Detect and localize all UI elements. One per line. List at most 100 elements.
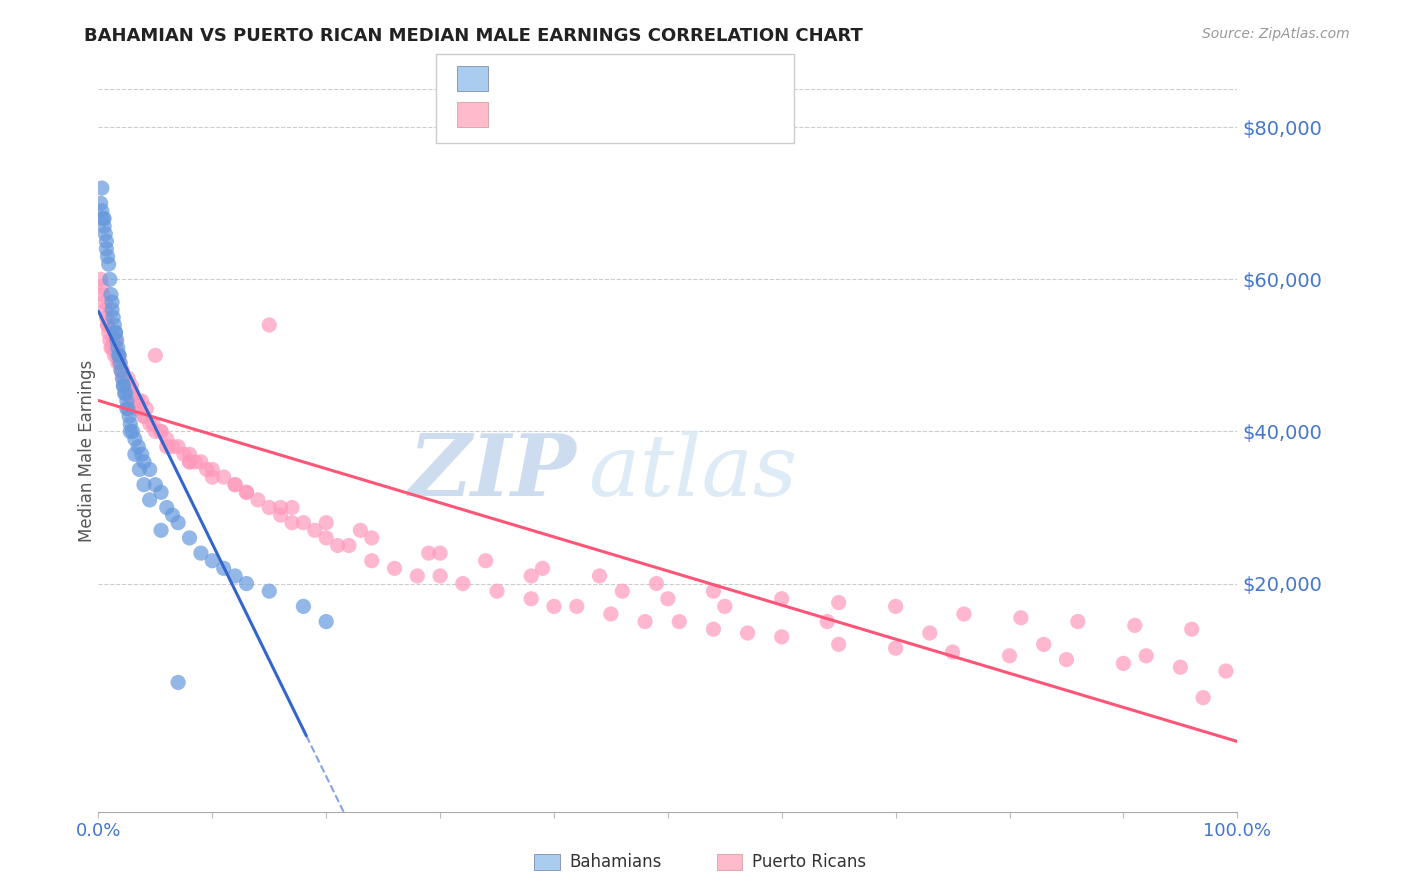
Point bbox=[531, 561, 554, 575]
Point bbox=[315, 531, 337, 545]
Point bbox=[429, 569, 451, 583]
Point bbox=[702, 622, 724, 636]
Text: 134: 134 bbox=[634, 105, 672, 123]
Point bbox=[101, 295, 124, 310]
Point bbox=[201, 462, 224, 476]
Point bbox=[103, 318, 125, 332]
Point bbox=[1135, 648, 1157, 663]
Point bbox=[486, 584, 509, 599]
Point bbox=[167, 440, 190, 454]
Point bbox=[349, 524, 371, 538]
Point bbox=[110, 363, 132, 377]
Point bbox=[224, 477, 246, 491]
Point bbox=[201, 470, 224, 484]
Point bbox=[101, 302, 124, 317]
Point bbox=[150, 425, 173, 439]
Point bbox=[127, 394, 149, 409]
Point bbox=[167, 516, 190, 530]
Point bbox=[104, 326, 127, 340]
Point bbox=[93, 211, 115, 226]
Point bbox=[96, 318, 118, 332]
Point bbox=[884, 599, 907, 614]
Point bbox=[117, 401, 139, 416]
Point bbox=[108, 348, 131, 362]
Point bbox=[281, 500, 304, 515]
Point bbox=[132, 477, 155, 491]
Point bbox=[96, 318, 118, 332]
Point bbox=[114, 379, 136, 393]
Point bbox=[96, 235, 118, 249]
Point bbox=[235, 576, 257, 591]
Point bbox=[131, 447, 153, 461]
Text: N =: N = bbox=[600, 70, 640, 87]
Point bbox=[90, 280, 112, 294]
Point bbox=[474, 554, 496, 568]
Point bbox=[406, 569, 429, 583]
Point bbox=[259, 318, 281, 332]
Point bbox=[292, 599, 315, 614]
Point bbox=[94, 302, 117, 317]
Point bbox=[702, 584, 724, 599]
Point bbox=[90, 272, 112, 286]
Point bbox=[224, 477, 246, 491]
Point bbox=[114, 386, 136, 401]
Point bbox=[612, 584, 634, 599]
Point bbox=[112, 379, 135, 393]
Point bbox=[270, 508, 292, 522]
Point bbox=[121, 386, 143, 401]
Point bbox=[110, 363, 132, 377]
Point bbox=[360, 531, 382, 545]
Point bbox=[315, 615, 337, 629]
Point bbox=[235, 485, 257, 500]
Point bbox=[998, 648, 1021, 663]
Point bbox=[101, 341, 124, 355]
Point bbox=[103, 348, 125, 362]
Text: N =: N = bbox=[600, 105, 640, 123]
Text: Bahamians: Bahamians bbox=[569, 853, 662, 871]
Point bbox=[828, 637, 851, 651]
Point bbox=[281, 516, 304, 530]
Point bbox=[259, 584, 281, 599]
Point bbox=[304, 524, 326, 538]
Point bbox=[98, 272, 121, 286]
Point bbox=[115, 379, 138, 393]
Point bbox=[270, 500, 292, 515]
Text: Source: ZipAtlas.com: Source: ZipAtlas.com bbox=[1202, 27, 1350, 41]
Point bbox=[828, 596, 851, 610]
Point bbox=[97, 257, 120, 271]
Text: 62: 62 bbox=[634, 70, 665, 87]
Point bbox=[105, 333, 128, 347]
Point bbox=[1123, 618, 1146, 632]
Point bbox=[884, 641, 907, 656]
Point bbox=[737, 626, 759, 640]
Point bbox=[142, 417, 165, 431]
Point bbox=[94, 227, 117, 241]
Point bbox=[91, 287, 114, 301]
Point bbox=[588, 569, 610, 583]
Point bbox=[138, 417, 160, 431]
Text: R =: R = bbox=[499, 105, 538, 123]
Point bbox=[195, 462, 218, 476]
Y-axis label: Median Male Earnings: Median Male Earnings bbox=[79, 359, 96, 541]
Point bbox=[135, 401, 157, 416]
Point bbox=[90, 203, 112, 218]
Point bbox=[1215, 664, 1237, 678]
Point bbox=[131, 394, 153, 409]
Point bbox=[156, 440, 179, 454]
Point bbox=[104, 333, 127, 347]
Point bbox=[150, 485, 173, 500]
Point bbox=[127, 440, 149, 454]
Point bbox=[104, 326, 127, 340]
Point bbox=[138, 492, 160, 507]
Point bbox=[162, 508, 184, 522]
Point bbox=[235, 485, 257, 500]
Point bbox=[1192, 690, 1215, 705]
Point bbox=[115, 401, 138, 416]
Point bbox=[714, 599, 737, 614]
Point bbox=[173, 447, 195, 461]
Point bbox=[1032, 637, 1054, 651]
Point bbox=[246, 492, 269, 507]
Point bbox=[1054, 652, 1078, 666]
Point bbox=[1067, 615, 1090, 629]
Point bbox=[132, 409, 155, 424]
